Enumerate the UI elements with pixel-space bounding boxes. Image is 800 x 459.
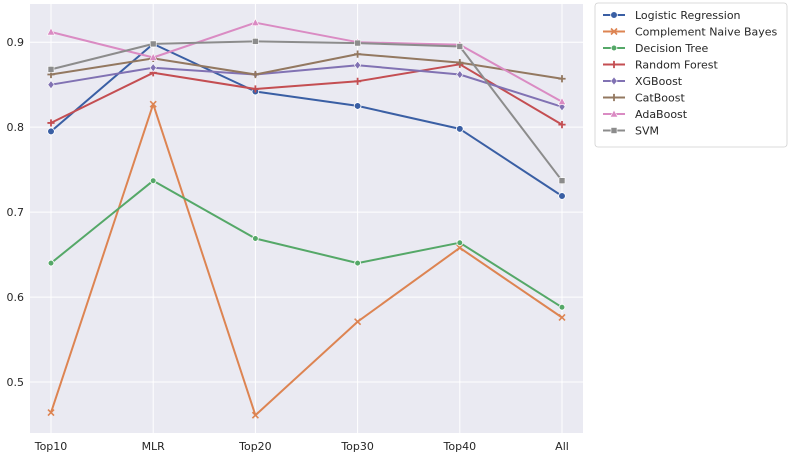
y-tick-label: 0.9 <box>7 36 25 49</box>
series-line-svm <box>50 40 563 182</box>
legend-item: Decision Tree <box>603 42 708 55</box>
x-tick-label: Top10 <box>34 440 68 453</box>
data-point <box>354 60 362 70</box>
legend-marker <box>610 127 618 134</box>
legend-item: CatBoost <box>603 92 685 105</box>
series-line-random-forest <box>50 63 563 126</box>
data-point <box>149 177 157 184</box>
legend-label: Decision Tree <box>635 42 708 55</box>
legend-marker <box>610 44 618 52</box>
legend: Logistic Regression Complement Naive Baye… <box>594 2 788 148</box>
y-tick-label: 0.5 <box>7 376 25 389</box>
legend-item: Logistic Regression <box>603 9 741 22</box>
legend-marker <box>610 93 618 102</box>
data-point <box>149 40 157 48</box>
series-line-catboost <box>50 53 563 80</box>
y-tick-label: 0.8 <box>7 121 25 134</box>
legend-label: Random Forest <box>635 59 718 72</box>
legend-label: XGBoost <box>635 75 683 88</box>
legend-label: Complement Naive Bayes <box>635 26 778 39</box>
data-point <box>47 409 55 417</box>
data-point <box>456 43 464 50</box>
data-point <box>149 100 157 108</box>
plot-area <box>30 4 583 433</box>
data-point <box>47 119 55 127</box>
data-point <box>353 102 362 110</box>
legend-marker <box>610 76 618 86</box>
series-svm <box>47 38 566 184</box>
data-point <box>354 39 361 47</box>
data-point <box>47 259 55 267</box>
series-decision-tree <box>47 177 566 311</box>
legend-label: AdaBoost <box>635 108 688 121</box>
series-line-xgboost <box>50 64 563 108</box>
data-point <box>558 121 566 129</box>
data-point <box>558 177 566 184</box>
legend-marker <box>610 11 618 19</box>
legend-marker <box>610 27 618 36</box>
data-point <box>354 259 361 267</box>
x-tick-label: MLR <box>142 440 166 453</box>
data-point <box>251 70 259 79</box>
data-point <box>456 239 464 247</box>
y-tick-label: 0.6 <box>7 291 25 304</box>
legend-marker <box>609 109 619 118</box>
data-point <box>456 70 464 79</box>
series-xgboost <box>47 60 566 112</box>
legend-item: Random Forest <box>603 59 718 72</box>
x-tick-label: All <box>555 440 569 453</box>
data-point <box>558 192 566 200</box>
data-point <box>558 102 566 112</box>
y-tick-label: 0.7 <box>7 206 25 219</box>
data-point <box>558 313 566 322</box>
data-point <box>251 411 259 419</box>
data-point <box>354 318 362 326</box>
data-point <box>251 85 259 93</box>
legend-item: AdaBoost <box>603 108 688 121</box>
legend-item: Complement Naive Bayes <box>603 26 778 39</box>
data-point <box>46 27 56 36</box>
x-tick-label: Top30 <box>340 440 374 453</box>
data-point <box>455 125 464 133</box>
legend-label: Logistic Regression <box>635 9 741 22</box>
legend-item: SVM <box>603 125 659 138</box>
series-line-decision-tree <box>50 179 563 309</box>
data-point <box>149 63 157 73</box>
x-tick-label: Top20 <box>238 440 272 453</box>
series-line-complement-naive-bayes <box>50 103 563 417</box>
data-point <box>251 18 260 26</box>
data-point <box>558 75 566 83</box>
legend-marker <box>610 60 618 69</box>
data-point <box>354 50 362 58</box>
data-point <box>47 66 55 73</box>
series-line-adaboost <box>50 21 563 103</box>
data-point <box>252 38 259 45</box>
data-point <box>557 97 567 105</box>
x-tick-label: Top40 <box>443 440 477 453</box>
legend-box <box>594 2 788 148</box>
legend-item: XGBoost <box>603 75 683 88</box>
data-point <box>47 80 55 90</box>
data-point <box>47 127 55 136</box>
legend-label: CatBoost <box>635 92 685 105</box>
series-line-logistic-regression <box>50 42 563 197</box>
data-point <box>456 244 464 252</box>
data-point <box>252 235 259 242</box>
legend-label: SVM <box>635 125 659 138</box>
data-point <box>558 303 566 311</box>
series-complement-naive-bayes <box>47 100 566 419</box>
data-point <box>456 59 464 67</box>
data-point <box>354 77 362 85</box>
data-point <box>148 52 158 61</box>
